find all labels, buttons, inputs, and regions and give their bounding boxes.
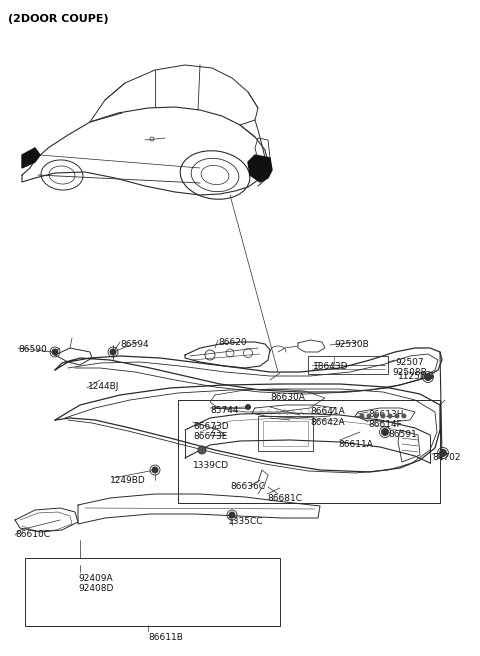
Circle shape (152, 467, 158, 473)
Bar (25, 558, 280, 626)
Text: 86641A: 86641A (310, 407, 345, 416)
Circle shape (374, 414, 378, 418)
Text: 18643D: 18643D (313, 362, 348, 371)
Text: 86590: 86590 (18, 345, 47, 354)
Circle shape (245, 405, 251, 409)
Circle shape (381, 414, 385, 418)
Text: 1249BD: 1249BD (110, 476, 146, 485)
Text: 1339CD: 1339CD (193, 461, 229, 470)
Text: 92508B: 92508B (392, 368, 427, 377)
Text: 86614F: 86614F (368, 420, 402, 429)
Text: 1335CC: 1335CC (228, 517, 264, 526)
Bar (308, 356, 388, 374)
Polygon shape (248, 155, 272, 182)
Polygon shape (22, 148, 40, 168)
Circle shape (402, 414, 406, 418)
Text: 1244BJ: 1244BJ (88, 382, 120, 391)
Text: 92408D: 92408D (78, 584, 113, 593)
Circle shape (367, 414, 371, 418)
Text: 84702: 84702 (432, 453, 460, 462)
Circle shape (395, 414, 399, 418)
Circle shape (110, 349, 116, 355)
Text: 92409A: 92409A (78, 574, 113, 583)
Text: 86636C: 86636C (230, 482, 265, 491)
Circle shape (198, 446, 206, 454)
Text: 86620: 86620 (218, 338, 247, 347)
Text: 86642A: 86642A (310, 418, 345, 427)
Circle shape (388, 414, 392, 418)
Text: 86673D: 86673D (193, 422, 228, 431)
Text: (2DOOR COUPE): (2DOOR COUPE) (8, 14, 108, 24)
Text: 86594: 86594 (120, 340, 149, 349)
Text: 86673E: 86673E (193, 432, 228, 441)
Text: 86681C: 86681C (267, 494, 302, 503)
Bar (258, 416, 313, 451)
Text: 86611B: 86611B (148, 633, 183, 642)
Text: 86611A: 86611A (338, 440, 373, 449)
Circle shape (52, 349, 58, 355)
Text: 86591: 86591 (388, 430, 417, 439)
Text: 86613H: 86613H (368, 410, 404, 419)
Circle shape (382, 428, 388, 436)
Circle shape (424, 373, 432, 380)
Text: 1125DG: 1125DG (398, 372, 435, 381)
Text: 85744: 85744 (210, 406, 239, 415)
Circle shape (229, 512, 235, 518)
Circle shape (440, 449, 446, 457)
Text: 92530B: 92530B (334, 340, 369, 349)
Text: 86630A: 86630A (270, 393, 305, 402)
Text: 92507: 92507 (395, 358, 424, 367)
Bar (263, 421, 308, 446)
Circle shape (360, 414, 364, 418)
Text: 86610C: 86610C (15, 530, 50, 539)
